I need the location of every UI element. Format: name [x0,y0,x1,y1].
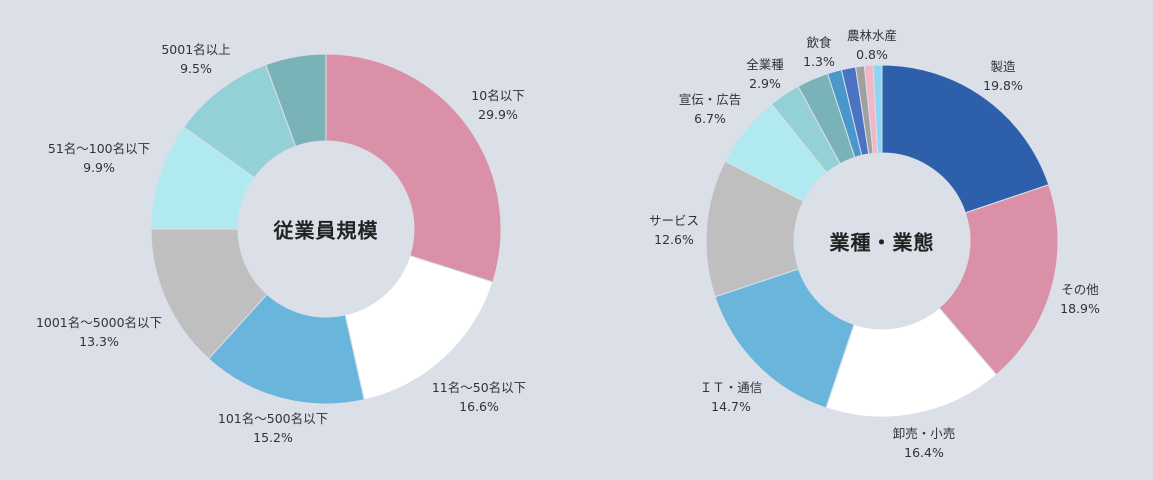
data-label-51-100: 51名～100名以下 9.9% [47,141,151,175]
data-label-other: その他 18.9% [1060,282,1100,316]
data-label-5001-plus: 5001名以上 9.5% [161,42,231,76]
data-label-advertising: 宣伝・広告 6.7% [678,92,742,126]
data-label-wholesale-retail: 卸売・小売 16.4% [892,426,956,460]
data-label-agriculture: 農林水産 0.8% [846,28,898,62]
data-label-service: サービス 12.6% [648,213,700,247]
donut-hole-1 [794,153,970,329]
data-label-101-500: 101名～500名以下 15.2% [217,411,329,445]
chart-title-employee-size: 従業員規模 [273,218,379,243]
donut-hole-0 [238,141,414,317]
data-label-11-50: 11名～50名以下 16.6% [431,380,527,414]
data-label-1001-5000: 1001名～5000名以下 13.3% [35,315,163,349]
data-label-manufacturing: 製造 19.8% [983,59,1023,93]
data-label-food: 飲食 1.3% [803,35,835,69]
data-label-it-telecom: ＩＴ・通信 14.7% [699,380,763,414]
data-label-10-or-less: 10名以下 29.9% [471,88,525,122]
chart-title-industry: 業種・業態 [829,230,935,255]
data-label-all-industries: 全業種 2.9% [746,57,784,91]
